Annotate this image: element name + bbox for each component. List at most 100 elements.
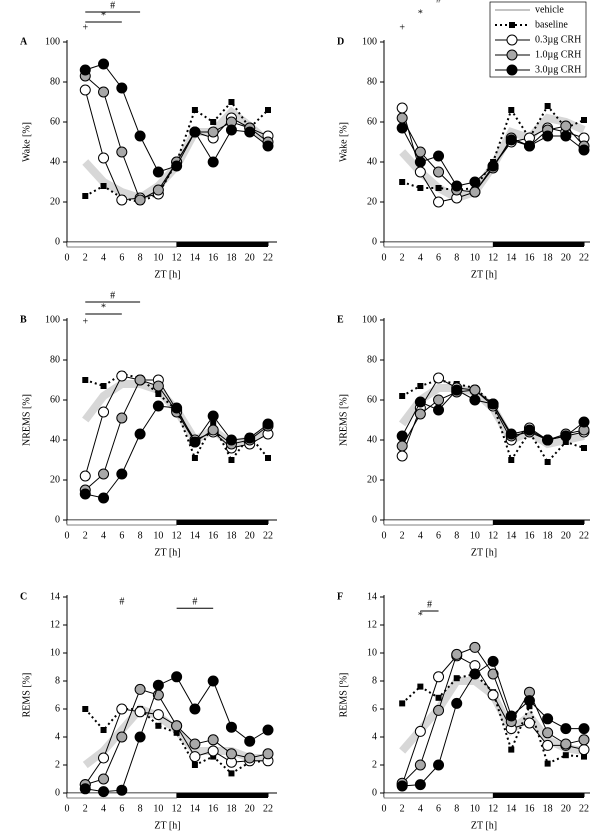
point	[207, 410, 219, 422]
dark-phase	[176, 793, 268, 798]
y-tick-label: 0	[372, 787, 377, 798]
panel-label: C	[20, 591, 27, 602]
dark-phase	[176, 242, 268, 247]
point	[542, 739, 554, 751]
point	[451, 648, 463, 660]
y-tick-label: 100	[362, 36, 377, 47]
y-tick-label: 10	[367, 647, 377, 658]
point	[207, 424, 219, 436]
panel-label: A	[20, 36, 28, 47]
y-tick-label: 80	[50, 354, 60, 365]
point	[262, 140, 274, 152]
x-tick-label: 8	[454, 803, 459, 814]
y-tick-label: 14	[367, 591, 377, 602]
point	[207, 156, 219, 168]
x-axis-label: ZT [h]	[154, 269, 180, 280]
point	[523, 717, 535, 729]
point	[414, 725, 426, 737]
point	[562, 439, 569, 445]
y-tick-label: 60	[50, 394, 60, 405]
x-tick-label: 0	[65, 803, 70, 814]
point	[396, 102, 408, 114]
point	[191, 455, 198, 461]
x-tick-label: 8	[138, 252, 143, 263]
x-tick-label: 10	[470, 252, 480, 263]
point	[265, 455, 271, 461]
dark-phase	[493, 520, 584, 525]
x-axis-label: ZT [h]	[154, 547, 180, 558]
point	[79, 64, 91, 76]
annotation: *	[101, 302, 106, 313]
annotation: *	[418, 8, 423, 19]
point	[396, 112, 408, 124]
x-tick-label: 2	[400, 803, 405, 814]
point	[79, 84, 91, 96]
x-tick-label: 6	[119, 252, 124, 263]
point	[82, 193, 89, 199]
point	[523, 695, 535, 707]
x-tick-label: 20	[561, 252, 571, 263]
point	[100, 183, 107, 189]
x-tick-label: 14	[506, 803, 516, 814]
point	[487, 668, 499, 680]
x-tick-label: 12	[172, 803, 182, 814]
light-phase	[66, 519, 177, 526]
point	[98, 58, 110, 70]
x-tick-label: 22	[263, 252, 273, 263]
y-axis-label: REMS [%]	[21, 673, 32, 718]
x-tick-label: 2	[83, 530, 88, 541]
point	[451, 384, 463, 396]
point	[262, 724, 274, 736]
y-tick-label: 6	[55, 703, 60, 714]
point	[265, 107, 271, 113]
annotation: *	[418, 610, 423, 621]
point	[451, 697, 463, 709]
series-line	[401, 672, 585, 765]
x-tick-label: 4	[418, 803, 423, 814]
y-axis-label: NREMS [%]	[338, 394, 349, 446]
point	[542, 727, 554, 739]
point	[207, 675, 219, 687]
x-tick-label: 6	[436, 530, 441, 541]
point	[79, 488, 91, 500]
point	[526, 703, 533, 710]
x-tick-label: 10	[153, 530, 163, 541]
point	[433, 404, 445, 416]
x-tick-label: 0	[382, 252, 387, 263]
x-tick-label: 0	[382, 530, 387, 541]
point	[116, 82, 128, 94]
legend-label: baseline	[535, 19, 568, 30]
point	[433, 704, 445, 716]
x-tick-label: 22	[579, 530, 589, 541]
x-tick-label: 16	[524, 252, 534, 263]
point	[542, 713, 554, 725]
point	[396, 450, 408, 462]
point	[433, 671, 445, 683]
x-tick-label: 0	[65, 530, 70, 541]
point	[100, 383, 107, 389]
point	[578, 723, 590, 735]
y-tick-label: 100	[362, 314, 377, 325]
point	[98, 752, 110, 764]
x-tick-label: 20	[245, 803, 255, 814]
point	[210, 421, 217, 427]
x-tick-label: 0	[382, 803, 387, 814]
point	[487, 160, 499, 172]
point	[134, 130, 146, 142]
point	[417, 683, 424, 690]
y-tick-label: 40	[367, 156, 377, 167]
y-tick-label: 6	[372, 703, 377, 714]
point	[435, 694, 442, 701]
legend-label: vehicle	[535, 4, 564, 15]
annotation: #	[110, 0, 115, 11]
point	[487, 655, 499, 667]
series-line	[84, 75, 269, 201]
point	[116, 146, 128, 158]
x-tick-label: 16	[524, 803, 534, 814]
point	[244, 752, 256, 764]
point	[98, 468, 110, 480]
series-line	[84, 100, 269, 204]
x-tick-label: 6	[119, 530, 124, 541]
point	[578, 744, 590, 756]
point	[171, 402, 183, 414]
